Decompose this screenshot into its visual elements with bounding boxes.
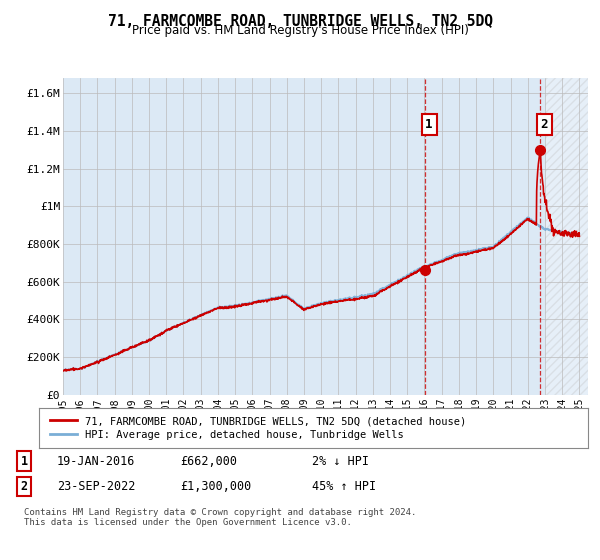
Text: 23-SEP-2022: 23-SEP-2022 [57, 480, 136, 493]
Text: 1: 1 [425, 118, 433, 131]
Legend: 71, FARMCOMBE ROAD, TUNBRIDGE WELLS, TN2 5DQ (detached house), HPI: Average pric: 71, FARMCOMBE ROAD, TUNBRIDGE WELLS, TN2… [44, 409, 472, 446]
Text: Price paid vs. HM Land Registry's House Price Index (HPI): Price paid vs. HM Land Registry's House … [131, 24, 469, 37]
Text: £1,300,000: £1,300,000 [180, 480, 251, 493]
Text: 2: 2 [20, 480, 28, 493]
Text: 2% ↓ HPI: 2% ↓ HPI [312, 455, 369, 468]
Text: 45% ↑ HPI: 45% ↑ HPI [312, 480, 376, 493]
Text: 71, FARMCOMBE ROAD, TUNBRIDGE WELLS, TN2 5DQ: 71, FARMCOMBE ROAD, TUNBRIDGE WELLS, TN2… [107, 14, 493, 29]
Text: 2: 2 [541, 118, 548, 131]
Text: 1: 1 [20, 455, 28, 468]
Bar [545, 78, 588, 395]
Text: £662,000: £662,000 [180, 455, 237, 468]
Text: 19-JAN-2016: 19-JAN-2016 [57, 455, 136, 468]
Text: Contains HM Land Registry data © Crown copyright and database right 2024.
This d: Contains HM Land Registry data © Crown c… [24, 508, 416, 528]
